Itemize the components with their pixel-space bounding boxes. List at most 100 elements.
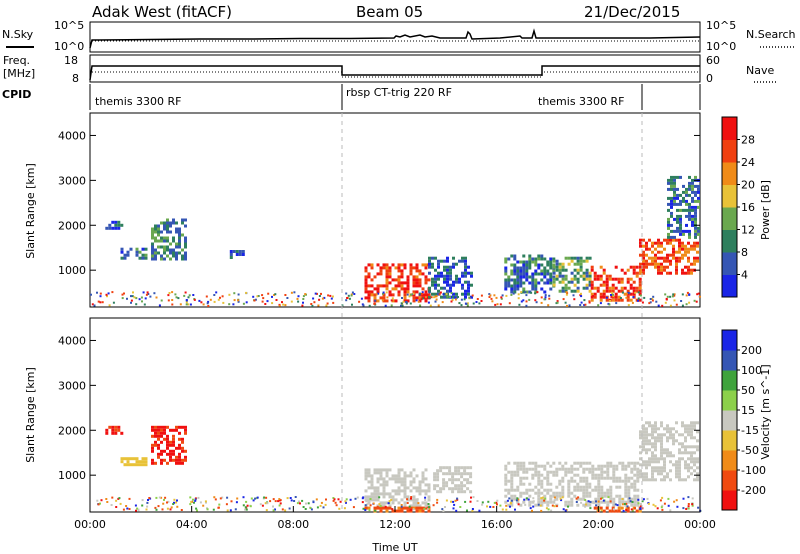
power-cell	[434, 292, 437, 296]
power-cell	[642, 262, 645, 266]
power-cell	[642, 253, 645, 257]
power-cell	[605, 277, 609, 281]
power-cell	[531, 275, 535, 279]
power-cell	[626, 289, 630, 293]
velocity-cell	[367, 471, 371, 475]
velocity-speckle	[128, 497, 131, 500]
velocity-speckle	[192, 498, 194, 501]
power-cell	[694, 217, 697, 221]
power-cell	[178, 245, 181, 249]
power-cell	[175, 254, 178, 258]
power-cell	[614, 277, 618, 281]
velocity-cell	[669, 451, 672, 455]
power-cell	[688, 184, 691, 188]
velocity-speckle	[166, 501, 168, 504]
velocity-cell	[582, 503, 586, 507]
power-cell	[421, 263, 425, 267]
power-speckle	[271, 295, 273, 298]
velocity-speckle	[442, 510, 445, 512]
power-cell	[685, 193, 688, 197]
velocity-cell	[573, 461, 577, 465]
velocity-cell	[370, 495, 374, 499]
power-speckle	[331, 295, 334, 298]
power-cell	[424, 266, 428, 270]
velocity-speckle	[589, 501, 592, 503]
power-cell	[391, 287, 395, 291]
power-speckle	[168, 292, 171, 294]
power-speckle	[599, 302, 602, 305]
velocity-cell	[537, 497, 541, 501]
power-speckle	[262, 297, 265, 300]
velocity-cell	[367, 480, 371, 484]
power-cell	[144, 247, 148, 251]
velocity-cell	[633, 473, 637, 477]
power-speckle	[252, 295, 255, 298]
power-speckle	[368, 304, 371, 307]
velocity-cell	[594, 488, 598, 492]
velocity-cell	[379, 492, 383, 496]
velocity-speckle	[335, 504, 338, 507]
power-cell	[446, 268, 449, 272]
power-cell	[682, 232, 685, 236]
velocity-cell	[510, 488, 514, 492]
power-speckle	[135, 297, 138, 300]
velocity-cell	[681, 433, 684, 437]
power-cell	[154, 224, 157, 228]
velocity-cell	[549, 470, 553, 474]
power-cell	[452, 262, 455, 266]
power-cell	[696, 244, 699, 248]
velocity-cell	[579, 485, 583, 489]
power-cell	[667, 232, 670, 236]
velocity-speckle	[506, 499, 509, 502]
power-cell	[412, 284, 416, 288]
velocity-cell	[669, 478, 672, 482]
power-cell	[373, 287, 377, 291]
velocity-cell	[636, 470, 640, 474]
power-cell	[693, 244, 696, 248]
power-cell	[184, 251, 187, 255]
velocity-cell	[379, 509, 383, 513]
velocity-cell	[642, 463, 645, 467]
power-cell	[642, 265, 645, 269]
velocity-cell	[466, 466, 470, 470]
velocity-cell	[442, 478, 446, 482]
power-speckle	[326, 302, 329, 305]
power-cell	[525, 272, 529, 276]
velocity-speckle	[600, 497, 602, 500]
velocity-cell	[382, 486, 386, 490]
power-cell	[697, 187, 700, 191]
power-cell	[570, 280, 574, 284]
velocity-cell	[588, 494, 592, 498]
velocity-speckle	[245, 508, 248, 511]
velocity-cell	[615, 479, 619, 483]
velocity-cell	[388, 504, 392, 508]
power-cell	[157, 227, 160, 231]
velocity-speckle	[115, 506, 118, 508]
power-speckle	[490, 297, 493, 300]
power-cell	[534, 284, 538, 288]
velocity-speckle	[469, 500, 472, 503]
power-cell	[385, 284, 389, 288]
power-colorbar-block	[722, 252, 737, 275]
power-cell	[543, 269, 547, 273]
power-cell	[558, 280, 562, 284]
power-speckle	[347, 294, 350, 297]
power-cell	[555, 277, 559, 281]
velocity-cell	[573, 467, 577, 471]
power-cell	[144, 253, 148, 257]
velocity-cell	[172, 428, 175, 432]
velocity-speckle	[387, 502, 390, 505]
power-speckle	[351, 291, 354, 294]
power-cell	[534, 278, 538, 282]
velocity-cell	[633, 503, 637, 507]
power-cell	[522, 290, 526, 294]
power-speckle	[417, 300, 420, 303]
velocity-speckle	[332, 499, 335, 502]
power-cell	[449, 286, 452, 290]
velocity-speckle	[561, 496, 564, 499]
power-speckle	[415, 299, 418, 302]
velocity-cell	[138, 463, 142, 467]
power-cell	[639, 241, 642, 245]
power-cell	[507, 275, 511, 279]
power-cell	[558, 265, 562, 269]
